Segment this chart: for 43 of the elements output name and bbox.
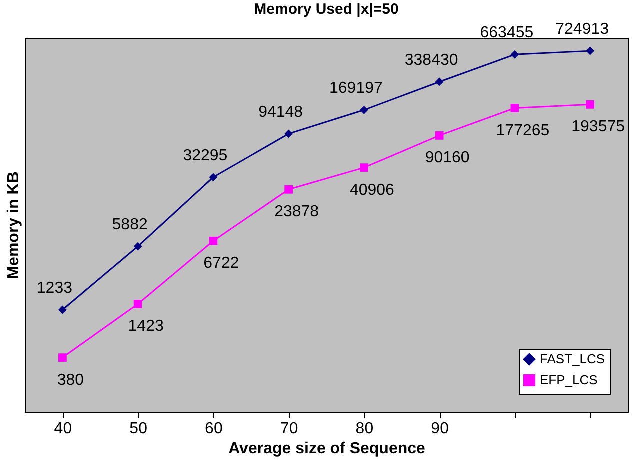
data-label: 23878: [274, 204, 320, 221]
point: [58, 306, 67, 314]
point: [510, 50, 520, 59]
x-tick-label: 80: [356, 420, 374, 438]
data-label: 5882: [112, 216, 148, 234]
point: [360, 106, 368, 114]
data-label: 6722: [204, 255, 240, 272]
data-label: 380: [57, 372, 84, 389]
chart-title: Memory Used |x|=50: [254, 1, 399, 18]
data-label: 94148: [258, 104, 304, 121]
data-label: 724913: [556, 21, 610, 38]
point: [209, 173, 218, 182]
data-label: 338430: [404, 52, 458, 69]
data-label: 32295: [183, 147, 228, 164]
data-label: 193575: [572, 118, 626, 136]
point: [435, 78, 444, 86]
point: [209, 236, 218, 246]
point: [134, 242, 142, 251]
x-tick-label: 40: [54, 420, 72, 438]
x-tick-label: 70: [280, 420, 298, 438]
point: [284, 130, 293, 138]
x-tick-label: 60: [205, 420, 223, 438]
data-label: 40906: [350, 182, 395, 199]
point: [586, 100, 594, 109]
point: [586, 46, 594, 56]
data-label: 177265: [496, 122, 550, 140]
point: [510, 104, 520, 112]
data-label: 1233: [36, 280, 73, 297]
legend-label: EFP_LCS: [540, 372, 598, 388]
data-label: 169197: [329, 80, 383, 98]
data-label: 1423: [128, 318, 164, 336]
data-label: 663455: [480, 24, 534, 42]
point: [360, 164, 368, 172]
point: [435, 132, 444, 140]
point: [58, 354, 67, 362]
point: [134, 300, 142, 308]
y-axis-title: Memory in KB: [6, 172, 22, 280]
x-tick-label: 90: [431, 420, 450, 438]
legend-label: FAST_LCS: [540, 352, 606, 366]
point: [284, 185, 293, 194]
data-label: 90160: [425, 150, 470, 167]
x-axis-title: Average size of Sequence: [228, 440, 426, 458]
x-tick-label: 50: [130, 420, 148, 438]
